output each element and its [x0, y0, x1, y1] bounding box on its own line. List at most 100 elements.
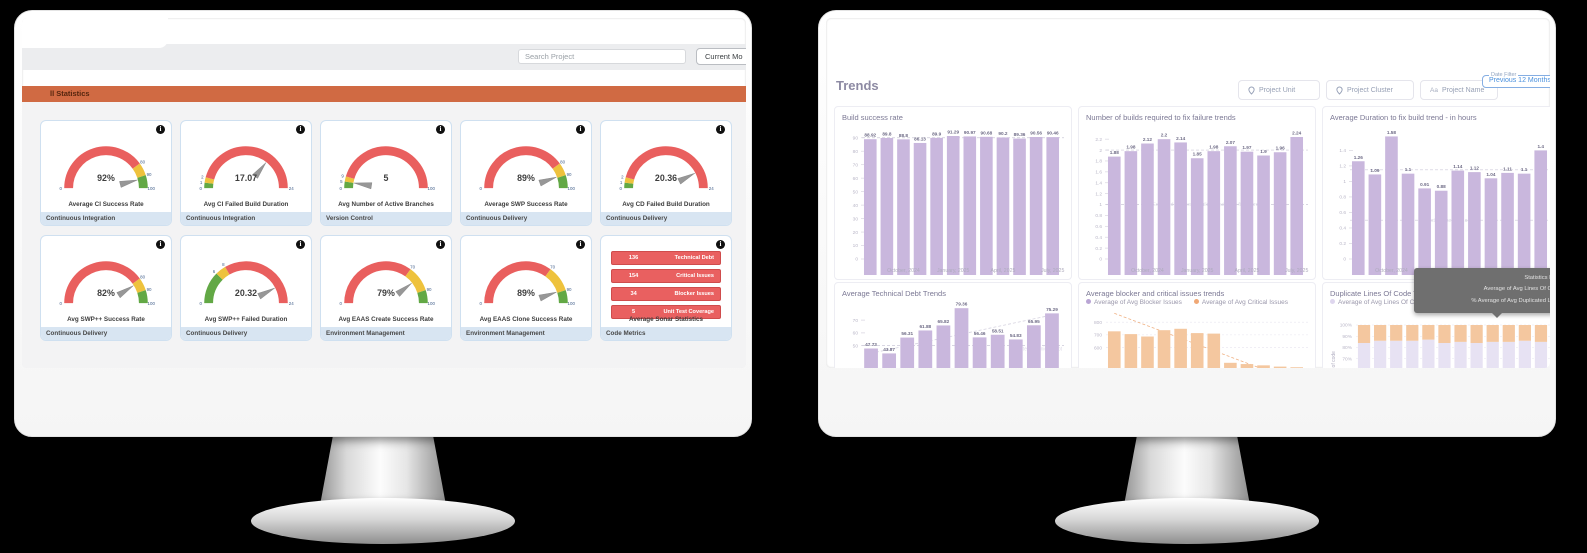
info-icon[interactable]: i: [296, 240, 305, 249]
svg-text:50: 50: [853, 343, 859, 349]
filter-project-name[interactable]: Aa Project Name: [1420, 80, 1498, 100]
svg-text:100: 100: [148, 301, 156, 306]
svg-text:July, 2025: July, 2025: [1285, 268, 1308, 274]
filter-project-cluster[interactable]: Project Cluster: [1326, 80, 1414, 100]
svg-text:2: 2: [201, 174, 204, 179]
svg-text:1.1: 1.1: [1405, 167, 1412, 172]
sonar-badge: 5 Unit Test Coverage: [611, 305, 721, 319]
info-icon[interactable]: i: [156, 125, 165, 134]
svg-text:50: 50: [853, 189, 859, 195]
info-icon[interactable]: i: [156, 240, 165, 249]
svg-text:0.91: 0.91: [1420, 182, 1430, 187]
svg-text:24: 24: [289, 301, 294, 306]
svg-text:70%: 70%: [1342, 356, 1352, 362]
metric-title: Average CI Success Rate: [68, 201, 144, 208]
legend-item[interactable]: Average of Avg Critical Issues: [1193, 299, 1288, 306]
svg-text:1.14: 1.14: [1453, 164, 1463, 169]
svg-text:0.4: 0.4: [1095, 235, 1102, 241]
svg-text:1.4: 1.4: [1095, 180, 1102, 186]
svg-text:April, 2025: April, 2025: [991, 268, 1016, 274]
metric-category: Code Metrics: [601, 327, 731, 340]
gauge-card: i 0 5 9 100 5 Avg Number of Active Branches Ver…: [320, 120, 452, 226]
info-icon[interactable]: i: [716, 125, 725, 134]
search-input[interactable]: [518, 49, 686, 64]
svg-text:0: 0: [1099, 257, 1102, 263]
svg-text:82%: 82%: [97, 288, 115, 298]
metric-category: Continuous Delivery: [41, 327, 171, 340]
badge-label: Unit Test Coverage: [663, 309, 714, 315]
svg-text:30: 30: [853, 216, 859, 222]
svg-text:58.51: 58.51: [992, 328, 1004, 333]
metric-title: Avg CD Failed Build Duration: [622, 201, 710, 208]
right-monitor-frame: Trends Project Unit Project Cluster Aa P…: [818, 10, 1556, 437]
svg-text:47.73: 47.73: [865, 342, 877, 347]
tooltip-label: Average of Avg Lines Of Code:: [1483, 286, 1550, 293]
svg-text:90: 90: [567, 172, 572, 177]
svg-text:0.4: 0.4: [1339, 226, 1346, 232]
gauge-card: i 0 80 90 100 89% Average SWP Success Rate Cont…: [460, 120, 592, 226]
section-banner: ll Statistics: [22, 86, 746, 102]
info-icon[interactable]: i: [716, 240, 725, 249]
date-filter-value: Previous 12 Months: [1489, 77, 1550, 84]
metric-title: Avg SWP++ Success Rate: [67, 316, 145, 323]
svg-text:0.88: 0.88: [1437, 184, 1447, 189]
svg-text:1.58: 1.58: [1387, 130, 1397, 135]
chart-title: Build success rate: [842, 113, 903, 122]
svg-text:October, 2024: October, 2024: [1375, 268, 1408, 274]
gauge-svg: 0 80 90 100 92%: [60, 146, 155, 191]
filter-label: Project Name: [1441, 86, 1485, 94]
svg-text:0: 0: [480, 186, 483, 191]
svg-text:70: 70: [853, 318, 859, 324]
legend-item[interactable]: Average of Avg Blocker Issues: [1086, 299, 1182, 306]
svg-text:24: 24: [709, 186, 714, 191]
info-icon[interactable]: i: [436, 240, 445, 249]
svg-text:91.29: 91.29: [947, 129, 959, 134]
metric-title: Avg EAAS Clone Success Rate: [479, 316, 573, 323]
svg-text:0: 0: [200, 301, 203, 306]
svg-text:88.92: 88.92: [864, 133, 876, 138]
svg-text:0.6: 0.6: [1339, 210, 1346, 216]
section-banner-label: ll Statistics: [50, 89, 90, 98]
tooltip-label: Statistics Date:: [1524, 275, 1550, 281]
metric-title: Avg Number of Active Branches: [338, 201, 434, 208]
metric-title: Average SWP Success Rate: [484, 201, 568, 208]
date-filter[interactable]: Date Filter Previous 12 Months: [1482, 72, 1550, 88]
svg-text:40: 40: [853, 203, 859, 209]
svg-text:1.96: 1.96: [1276, 146, 1286, 151]
svg-text:700: 700: [1094, 333, 1102, 339]
gauge-svg: 0 70 90 100 89%: [480, 261, 575, 306]
info-icon[interactable]: i: [436, 125, 445, 134]
svg-text:89.9: 89.9: [932, 131, 942, 136]
svg-text:90: 90: [567, 287, 572, 292]
info-icon[interactable]: i: [576, 125, 585, 134]
svg-text:90.97: 90.97: [964, 130, 976, 135]
svg-text:0.2: 0.2: [1339, 241, 1346, 247]
gauge-svg: 012 24 20.36: [620, 146, 714, 191]
gauge-svg: 0 6 8 24 20.32: [200, 261, 294, 306]
svg-text:90.56: 90.56: [1030, 130, 1042, 135]
filter-project-unit[interactable]: Project Unit: [1238, 80, 1320, 100]
info-icon[interactable]: i: [296, 125, 305, 134]
svg-text:January, 2025: January, 2025: [937, 268, 970, 274]
svg-text:1.1: 1.1: [1521, 167, 1528, 172]
svg-text:0: 0: [1343, 257, 1346, 263]
right-screen: Trends Project Unit Project Cluster Aa P…: [826, 18, 1550, 368]
period-selector-button[interactable]: Current Mo: [696, 48, 746, 65]
svg-text:1: 1: [200, 180, 203, 185]
tooltip-row: Average of Avg Lines Of Code: 73,18: [1422, 284, 1550, 295]
metric-category: Environment Management: [321, 327, 451, 340]
svg-text:1.9: 1.9: [1260, 149, 1267, 154]
svg-text:1.6: 1.6: [1095, 170, 1102, 176]
svg-text:79.36: 79.36: [956, 302, 968, 307]
svg-text:0: 0: [480, 301, 483, 306]
svg-text:1.2: 1.2: [1095, 191, 1102, 197]
info-icon[interactable]: i: [576, 240, 585, 249]
svg-text:2.14: 2.14: [1176, 136, 1186, 141]
svg-text:90%: 90%: [1342, 334, 1352, 340]
monitor-stand-base: [1055, 498, 1319, 544]
svg-text:2: 2: [1099, 148, 1102, 154]
legend-item[interactable]: Average of Avg Lines Of Code: [1330, 299, 1425, 306]
svg-text:0.8: 0.8: [1339, 195, 1346, 201]
